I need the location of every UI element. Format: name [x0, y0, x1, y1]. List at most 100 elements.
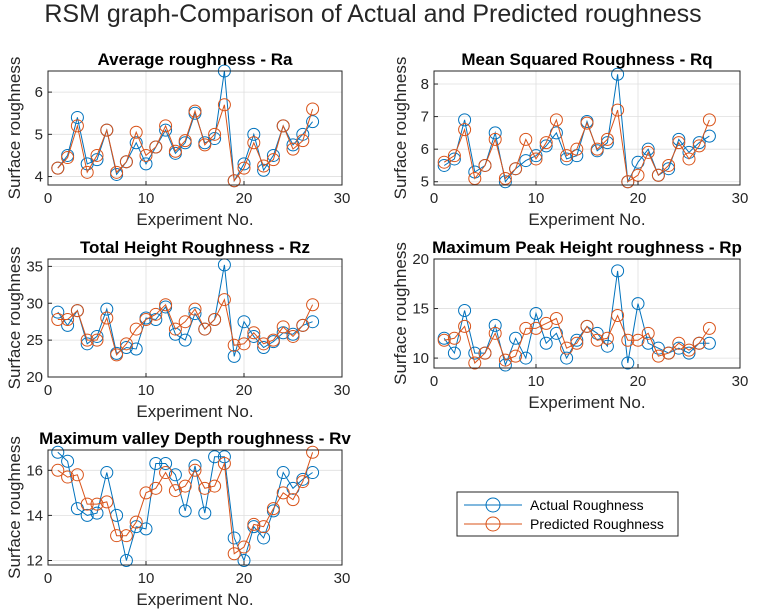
subplot-rz-predicted-point	[51, 312, 65, 326]
subplot-rp-xtick-label: 30	[732, 373, 749, 390]
subplot-rq-predicted-point	[651, 168, 665, 182]
subplot-rv-actual-point	[257, 531, 271, 545]
subplot-rq-xtick-label: 0	[430, 190, 438, 207]
subplot-rp-xtick-label: 10	[528, 373, 545, 390]
subplot-rq-predicted-point	[478, 158, 492, 172]
subplot-ra-title: Average roughness - Ra	[98, 50, 293, 69]
subplot-rp-actual-point	[570, 333, 584, 347]
subplot-rz-plot-area	[48, 259, 342, 377]
subplot-rv-xlabel: Experiment No.	[136, 590, 253, 609]
subplot-ra-actual-point	[247, 127, 261, 141]
subplot-rz-predicted-point	[119, 337, 133, 351]
subplot-ra-predicted-point	[149, 140, 163, 154]
subplot-rv-ytick-label: 16	[26, 462, 43, 479]
subplot-rp-ytick-label: 20	[412, 251, 429, 268]
subplot-rp-xtick-label: 0	[430, 373, 438, 390]
subplot-ra-predicted-point	[286, 142, 300, 156]
subplot-ra-xtick-label: 10	[138, 190, 155, 207]
subplot-rz-actual-point	[80, 337, 94, 351]
subplot-rz-predicted-point	[198, 322, 212, 336]
subplot-rz-actual-point	[119, 341, 133, 354]
subplot-rq-actual-point	[437, 158, 451, 172]
subplot-ra-predicted-point	[276, 119, 290, 133]
subplot-rv-predicted-point	[100, 495, 114, 509]
legend-actual-marker	[485, 497, 501, 513]
subplot-rz-actual-point	[247, 329, 261, 343]
subplot-rv-xtick-label: 0	[44, 570, 52, 587]
subplot-rp-predicted-point	[549, 311, 563, 325]
subplot-rp-actual-point	[488, 318, 502, 332]
subplot-rz-predicted-point	[90, 333, 104, 347]
subplot-rq-predicted-point	[621, 175, 635, 189]
subplot-rq-predicted-point	[600, 132, 614, 146]
subplot-ra-xtick-label: 20	[236, 190, 253, 207]
subplot-rv: 0 10 20 30 12 14 16 Maximum valley Depth roughn…	[5, 429, 351, 609]
subplot-rp-xlabel: Experiment No.	[528, 393, 645, 412]
subplot-ra-predicted-point	[227, 174, 241, 188]
subplot-rp-ylabel: Surface roughness	[391, 242, 410, 385]
subplot-ra-predicted-point	[198, 138, 212, 152]
subplot-rq-title: Mean Squared Roughness - Rq	[461, 50, 712, 69]
subplot-ra-actual-point	[257, 163, 271, 177]
subplot-rq-actual-point	[529, 149, 543, 163]
subplot-rz-predicted-point	[70, 304, 84, 318]
subplot-rq-ylabel: Surface roughness	[391, 57, 410, 200]
subplot-rz-predicted-point	[247, 326, 261, 340]
subplot-rv-predicted-point	[208, 479, 222, 493]
subplot-rz-actual-point	[178, 333, 192, 347]
subplot-rp-predicted-point	[488, 326, 502, 340]
subplot-rp-actual-line	[443, 270, 710, 367]
subplot-rp-predicted-point	[570, 336, 584, 350]
subplot-rz-predicted-point	[276, 320, 290, 334]
subplot-rv-predicted-point	[296, 475, 310, 489]
subplot-rz-actual-point	[306, 315, 320, 329]
subplot-rp-actual-point	[631, 297, 645, 311]
subplot-rz-actual-point	[90, 329, 104, 343]
subplot-rz-xlabel: Experiment No.	[136, 402, 253, 421]
subplot-rq-predicted-point	[437, 155, 451, 169]
subplot-rq-predicted-point	[529, 152, 543, 166]
subplot-rz-predicted-point	[227, 338, 241, 352]
subplot-rp-predicted-point	[468, 356, 482, 370]
subplot-ra-predicted-point	[159, 119, 173, 133]
subplot-rz-actual-point	[188, 307, 202, 321]
subplot-ra-predicted-point	[247, 136, 261, 150]
subplot-rp-predicted-point	[682, 343, 696, 357]
subplot-ra-predicted-point	[51, 161, 65, 175]
subplot-rv-ylabel: Surface roughness	[5, 436, 24, 579]
subplot-rv-actual-point	[276, 466, 290, 480]
subplot-rz-predicted-point	[286, 329, 300, 343]
subplot-ra-predicted-point	[129, 125, 143, 139]
subplot-rq-predicted-point	[488, 132, 502, 146]
subplot-rq-predicted-point	[560, 149, 574, 163]
subplot-rv-xtick-label: 30	[334, 570, 351, 587]
subplot-rz-predicted-point	[237, 337, 251, 351]
subplot-rq-actual-point	[662, 162, 676, 176]
subplot-rp-predicted-point	[692, 336, 706, 350]
subplot-rq-predicted-point	[570, 142, 584, 156]
subplot-ra-actual-point	[208, 132, 222, 146]
subplot-rq-predicted-point	[458, 123, 472, 137]
subplot-rz-actual-point	[237, 315, 251, 329]
subplot-rq: 0 10 20 30 5 6 7 8 Mean Squared Roughness - Rq Ex…	[391, 50, 748, 229]
subplot-ra-actual-point	[237, 157, 251, 171]
subplot-rv-ytick-label: 12	[26, 552, 43, 569]
subplot-rz-ylabel: Surface roughness	[5, 247, 24, 390]
subplot-rq-predicted-point	[672, 136, 686, 150]
subplot-rz-actual-point	[51, 305, 65, 319]
subplot-rv-actual-point	[61, 454, 75, 468]
subplot-ra-predicted-point	[208, 127, 222, 141]
subplot-ra-axes-box	[47, 70, 343, 186]
subplot-rq-xlabel: Experiment No.	[528, 210, 645, 229]
subplot-rz-xtick-label: 20	[236, 382, 253, 399]
figure-title: RSM graph-Comparison of Actual and Predi…	[44, 0, 701, 28]
subplot-rp-predicted-point	[580, 319, 594, 333]
subplot-ra-predicted-point	[188, 104, 202, 118]
subplot-rp-actual-point	[621, 356, 635, 370]
subplot-rq-ytick-label: 7	[421, 109, 429, 126]
subplot-ra: 0 10 20 30 4 5 6 Average roughness - Ra Experime…	[5, 50, 350, 229]
subplot-rq-actual-point	[539, 139, 553, 153]
subplot-rz-predicted-point	[266, 333, 280, 347]
subplot-rz-predicted-point	[188, 302, 202, 316]
subplot-rp-actual-point	[549, 326, 563, 340]
